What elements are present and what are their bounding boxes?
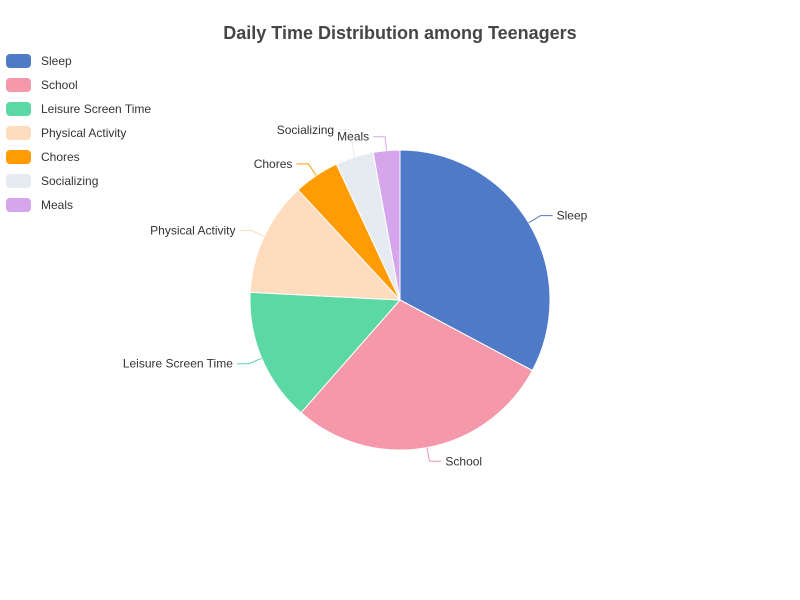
leader-line-socializing <box>338 129 355 158</box>
slice-label-leisure-screen-time: Leisure Screen Time <box>123 357 233 371</box>
legend-label-chores[interactable]: Chores <box>41 150 80 164</box>
legend-label-school[interactable]: School <box>41 78 78 92</box>
slice-physical-activity[interactable] <box>249 189 402 301</box>
slice-label-sleep: Sleep <box>557 209 588 223</box>
legend-swatch-socializing[interactable] <box>6 174 31 188</box>
leader-line-meals <box>373 136 387 151</box>
slice-label-meals: Meals <box>337 130 369 144</box>
slice-label-physical-activity: Physical Activity <box>150 224 235 238</box>
leader-line-physical-activity <box>239 230 265 237</box>
legend-swatch-school[interactable] <box>6 78 31 92</box>
legend-swatch-meals[interactable] <box>6 198 31 212</box>
slice-meals[interactable] <box>372 149 401 301</box>
legend-label-sleep[interactable]: Sleep <box>41 54 72 68</box>
leader-line-sleep <box>528 215 553 224</box>
slice-labels: Sleep School Leisure Screen Time Physical A… <box>123 123 588 468</box>
legend-swatch-chores[interactable] <box>6 150 31 164</box>
legend-swatch-sleep[interactable] <box>6 54 31 68</box>
pie-slices <box>249 149 551 451</box>
legend-swatch-leisure-screen-time[interactable] <box>6 102 31 116</box>
slice-school[interactable] <box>300 299 534 451</box>
legend: Sleep School Leisure Screen Time Physical A… <box>6 54 151 212</box>
leader-line-school <box>426 447 442 462</box>
legend-label-leisure-screen-time[interactable]: Leisure Screen Time <box>41 102 151 116</box>
slice-label-socializing: Socializing <box>277 123 334 137</box>
slice-label-chores: Chores <box>254 157 293 171</box>
slice-label-school: School <box>445 454 482 468</box>
legend-label-socializing[interactable]: Socializing <box>41 174 98 188</box>
slice-sleep[interactable] <box>399 149 551 372</box>
leader-line-leisure-screen-time <box>236 357 262 365</box>
legend-label-physical-activity[interactable]: Physical Activity <box>41 126 126 140</box>
legend-swatch-physical-activity[interactable] <box>6 126 31 140</box>
chart-title: Daily Time Distribution among Teenagers <box>223 23 576 43</box>
legend-label-meals[interactable]: Meals <box>41 198 73 212</box>
leader-line-chores <box>296 163 317 176</box>
